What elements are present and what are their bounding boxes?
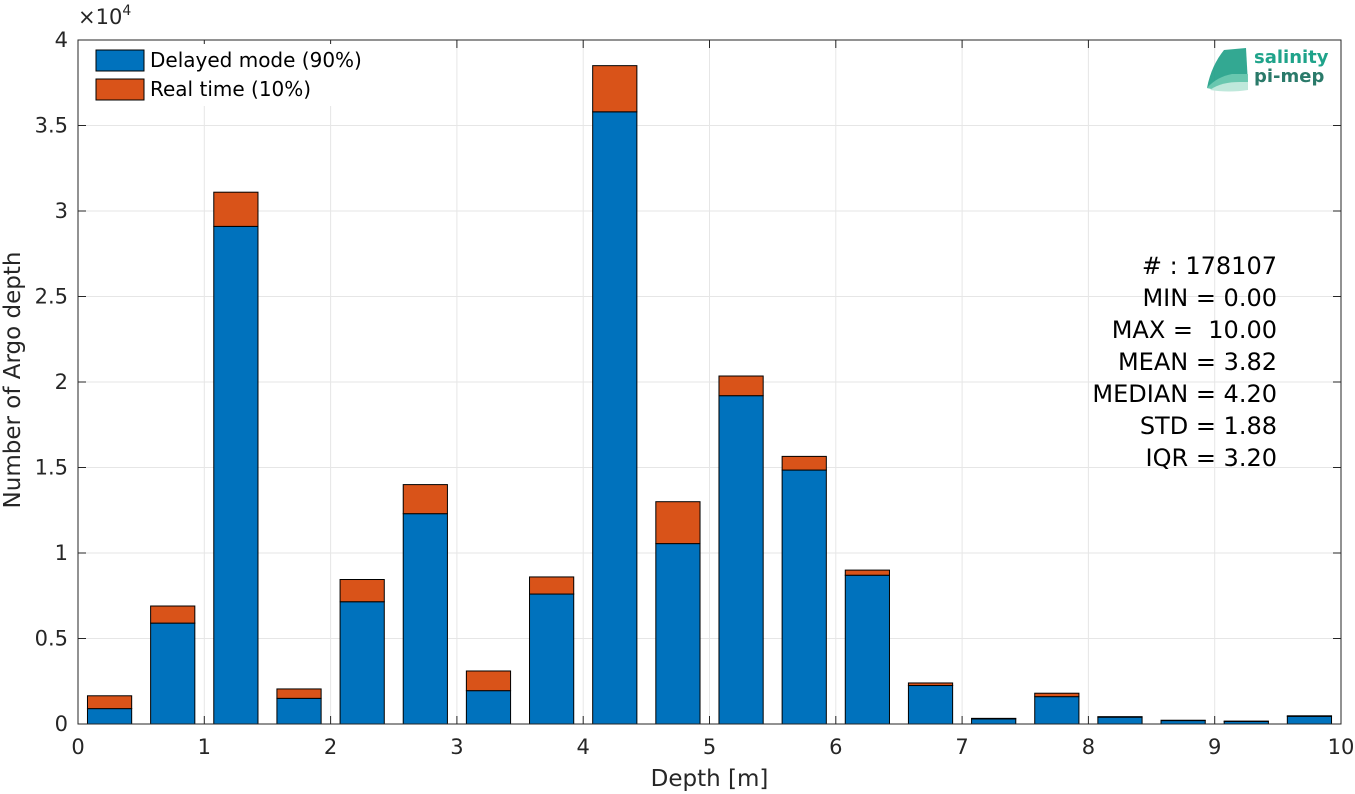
bar-real-time	[276, 688, 322, 699]
bar-real-time	[655, 501, 701, 545]
bar-delayed-mode	[529, 593, 575, 725]
bar-real-time	[1097, 716, 1143, 718]
bar-real-time	[718, 375, 764, 397]
bar-real-time	[592, 65, 638, 113]
bar-delayed-mode	[1097, 716, 1143, 725]
y-axis-label: Number of Argo depth	[0, 252, 26, 509]
bar-delayed-mode	[465, 690, 512, 725]
x-tick-label: 9	[1208, 735, 1221, 759]
legend: Delayed mode (90%) Real time (10%)	[87, 44, 387, 106]
logo-wave-icon	[1207, 48, 1248, 92]
stats-line-min: MIN = 0.00	[1142, 284, 1277, 312]
ticks: 0 1 2 3 4 5 6 7 8 9 10 0 0.5 1 1.5 2 2.5 3 3.5 4	[35, 28, 1355, 759]
bar-delayed-mode	[276, 697, 322, 725]
bar-delayed-mode	[971, 718, 1017, 725]
bar-delayed-mode	[1034, 696, 1080, 725]
x-tick-label: 1	[198, 735, 211, 759]
legend-label-delayed: Delayed mode (90%)	[150, 48, 362, 72]
grid	[78, 40, 1341, 724]
stats-annotation: # : 178107 MIN = 0.00 MAX = 10.00 MEAN =…	[1092, 252, 1277, 472]
y-tick-label: 4	[55, 28, 68, 52]
bar-delayed-mode	[907, 685, 954, 725]
bar-real-time	[844, 569, 890, 576]
bar-real-time	[150, 605, 196, 624]
bar-real-time	[465, 670, 512, 692]
legend-label-realtime: Real time (10%)	[150, 77, 311, 101]
bar-delayed-mode	[86, 708, 133, 725]
stats-line-max: MAX = 10.00	[1112, 316, 1277, 344]
bar-delayed-mode	[213, 225, 259, 725]
x-tick-label: 4	[577, 735, 590, 759]
stats-line-median: MEDIAN = 4.20	[1092, 380, 1277, 408]
x-tick-label: 2	[324, 735, 337, 759]
stats-line-count: # : 178107	[1142, 252, 1277, 280]
y-tick-label: 0.5	[35, 627, 68, 651]
stats-line-std: STD = 1.88	[1140, 412, 1277, 440]
x-tick-label: 3	[450, 735, 463, 759]
x-tick-label: 5	[703, 735, 716, 759]
bar-delayed-mode	[150, 622, 196, 725]
bar-delayed-mode	[339, 601, 385, 725]
y-exponent-label: ×104	[78, 3, 131, 29]
bar-delayed-mode	[655, 543, 701, 725]
bar-real-time	[213, 191, 259, 227]
bar-real-time	[971, 717, 1017, 720]
x-tick-label: 6	[829, 735, 842, 759]
legend-swatch-delayed	[95, 49, 145, 72]
stats-line-iqr: IQR = 3.20	[1146, 444, 1277, 472]
bars	[86, 65, 1333, 725]
y-tick-label: 2.5	[35, 285, 68, 309]
bar-real-time	[907, 682, 954, 687]
bar-real-time	[402, 484, 448, 515]
y-tick-label: 1	[55, 541, 68, 565]
x-tick-label: 7	[955, 735, 968, 759]
bar-real-time	[1286, 715, 1333, 717]
x-axis-label: Depth [m]	[651, 766, 769, 792]
bar-real-time	[339, 579, 385, 603]
y-tick-label: 3.5	[35, 114, 68, 138]
y-tick-label: 0	[55, 712, 68, 736]
bar-real-time	[781, 455, 827, 471]
bar-delayed-mode	[1286, 715, 1333, 725]
bar-real-time	[1034, 692, 1080, 698]
logo-text-salinity: salinity	[1254, 47, 1329, 68]
bar-real-time	[86, 695, 133, 710]
y-tick-label: 2	[55, 370, 68, 394]
bar-delayed-mode	[781, 469, 827, 725]
bar-delayed-mode	[1160, 720, 1206, 725]
salinity-pimep-logo: salinity pi-mep	[1207, 47, 1329, 92]
bar-delayed-mode	[718, 395, 764, 725]
bar-delayed-mode	[844, 574, 890, 725]
y-tick-label: 1.5	[35, 456, 68, 480]
bar-delayed-mode	[592, 111, 638, 725]
x-tick-label: 0	[71, 735, 84, 759]
bar-real-time	[529, 576, 575, 595]
y-tick-label: 3	[55, 199, 68, 223]
x-tick-label: 8	[1082, 735, 1095, 759]
logo-text-pimep: pi-mep	[1254, 66, 1324, 87]
legend-swatch-realtime	[95, 78, 145, 101]
x-tick-label: 10	[1328, 735, 1355, 759]
bar-delayed-mode	[402, 513, 448, 725]
stats-line-mean: MEAN = 3.82	[1118, 348, 1277, 376]
